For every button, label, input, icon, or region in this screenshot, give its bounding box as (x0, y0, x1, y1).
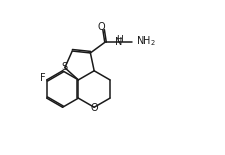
Text: N: N (115, 37, 123, 47)
Text: S: S (61, 62, 68, 72)
Text: NH$_2$: NH$_2$ (136, 34, 156, 48)
Text: O: O (97, 22, 105, 32)
Text: H: H (116, 35, 123, 44)
Text: O: O (90, 103, 98, 113)
Text: F: F (40, 73, 46, 83)
